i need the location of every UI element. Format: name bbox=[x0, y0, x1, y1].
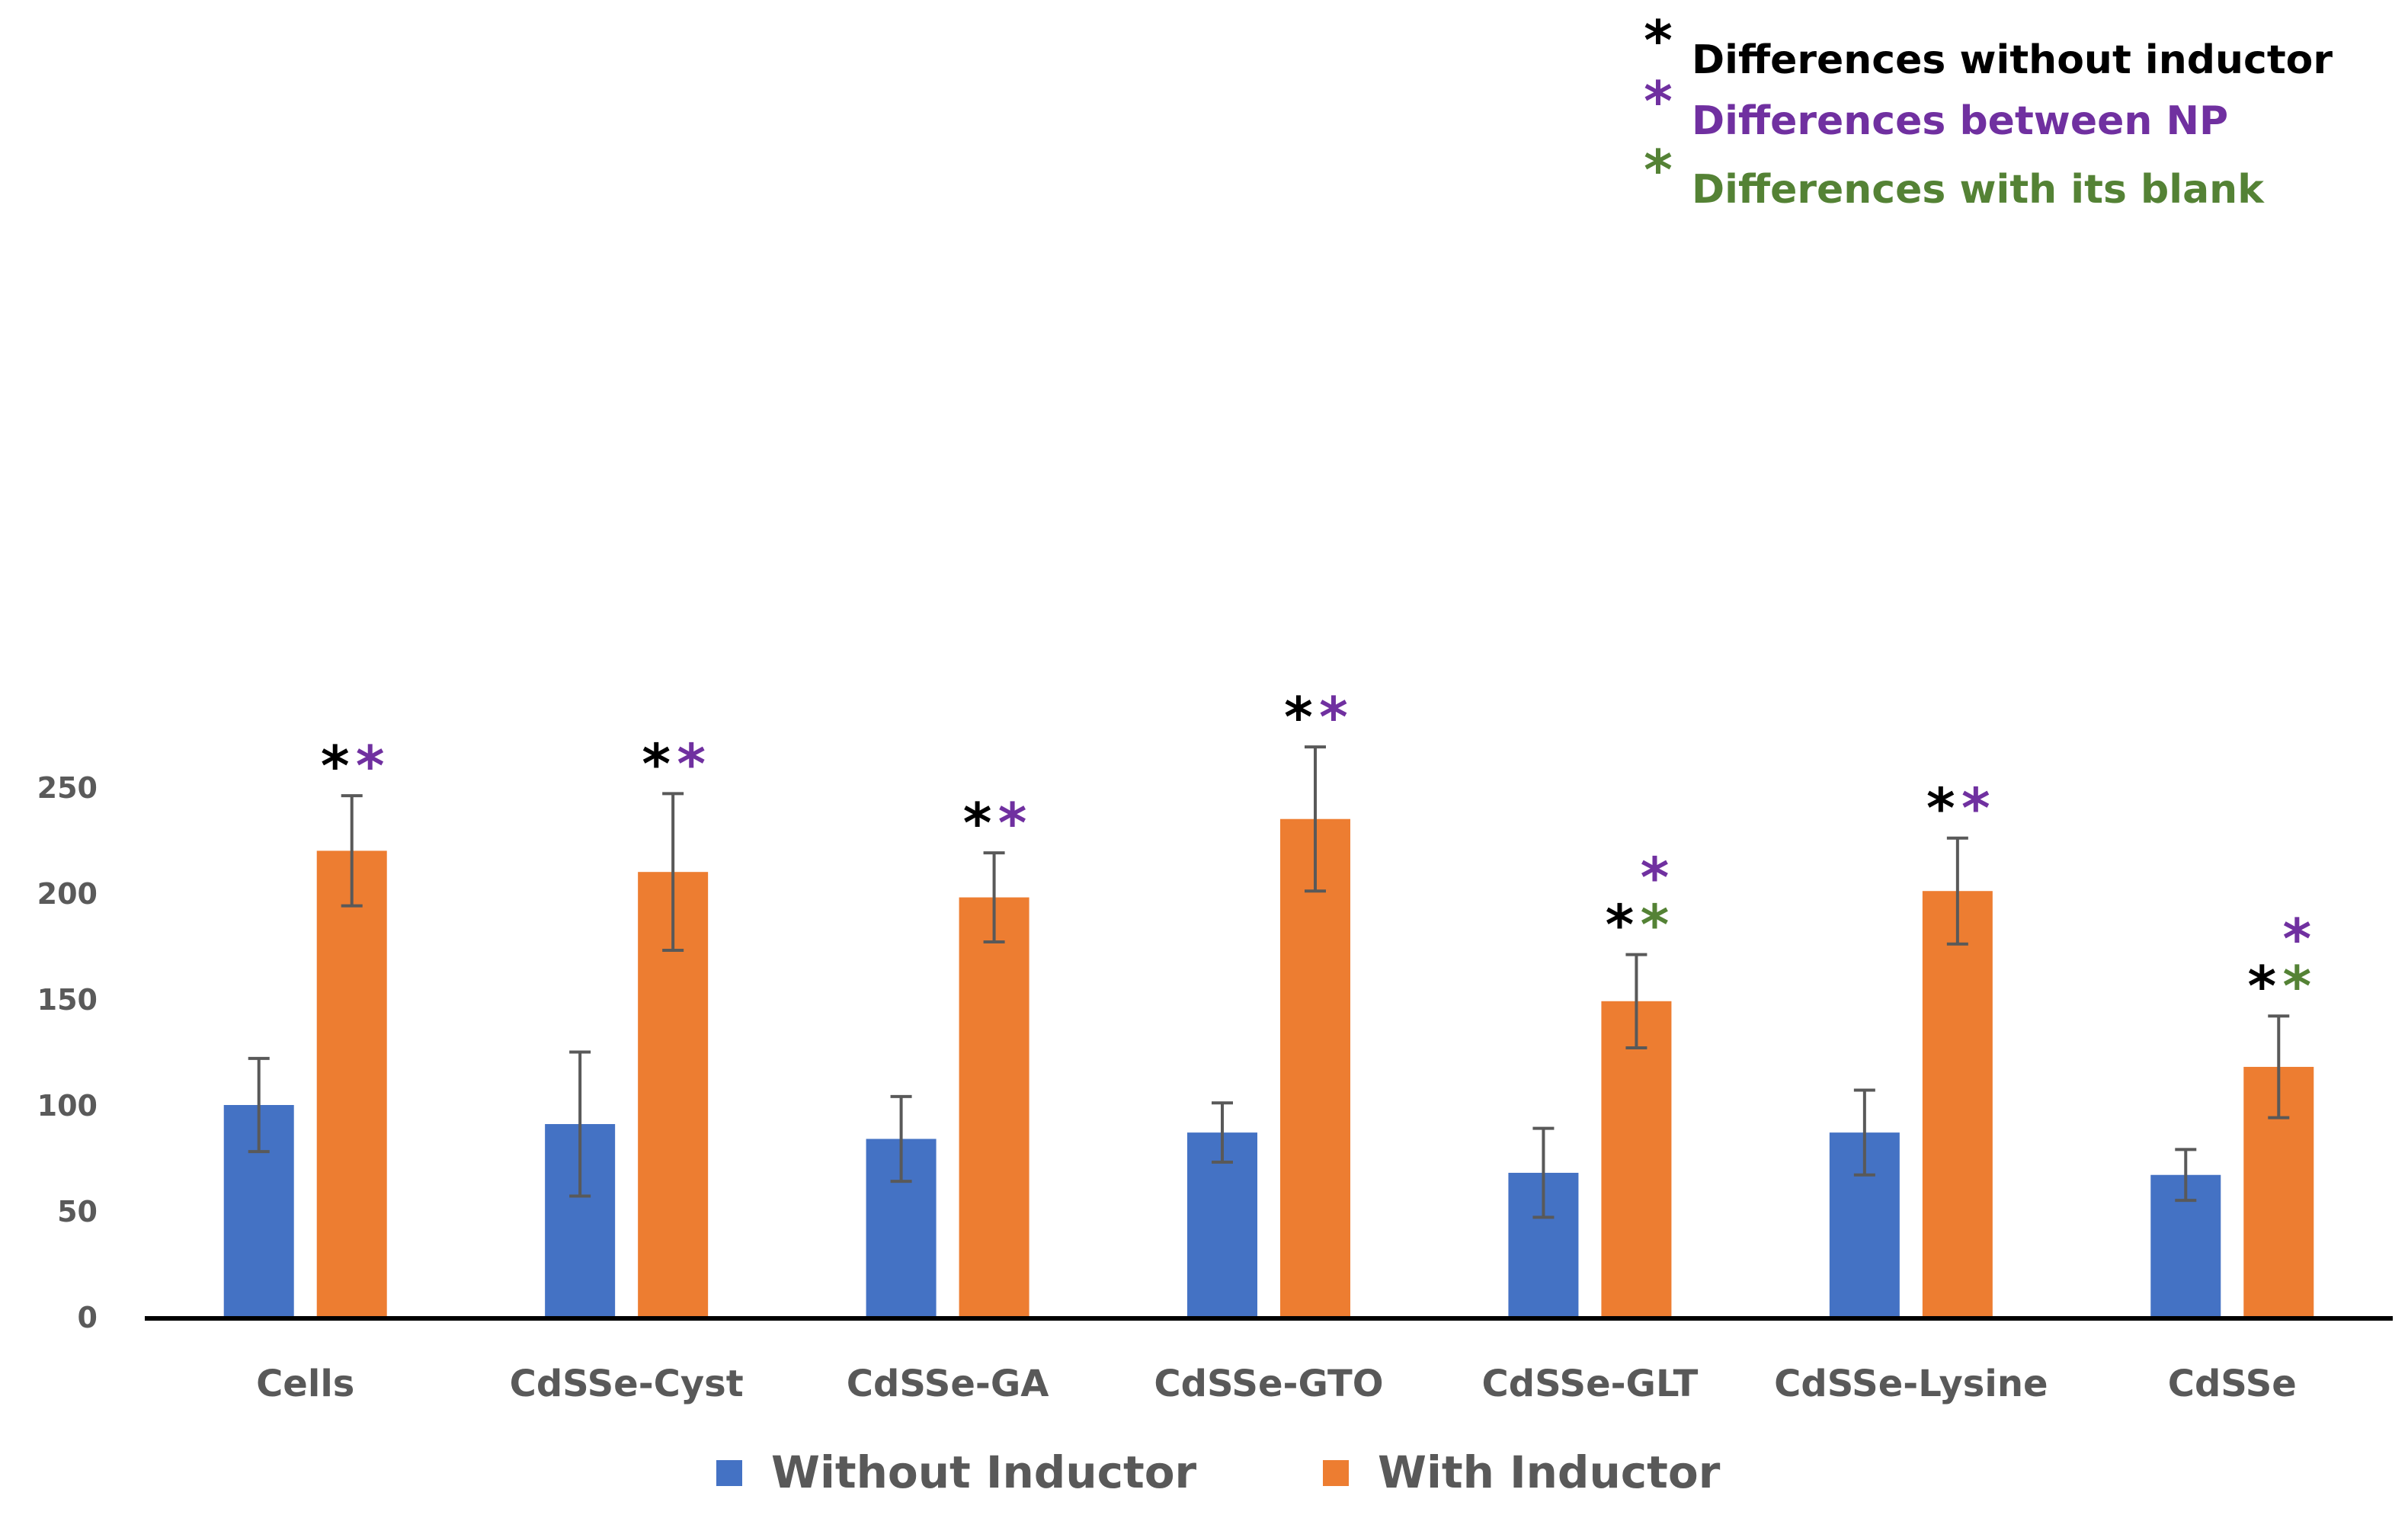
x-tick-label: CdSSe-Cyst bbox=[510, 1363, 744, 1405]
significance-star-black: * bbox=[642, 732, 671, 796]
significance-star-purple: * bbox=[356, 734, 385, 798]
significance-star-black: * bbox=[963, 791, 992, 855]
significance-legend-star: * bbox=[1644, 138, 1673, 202]
x-tick-label: Cells bbox=[256, 1363, 354, 1405]
legend-label: Without Inductor bbox=[771, 1446, 1197, 1498]
y-tick-label: 250 bbox=[37, 771, 98, 805]
y-axis-ticks: 0 50 100 150 200 250 bbox=[37, 771, 98, 1334]
significance-legend-star: * bbox=[1644, 69, 1673, 133]
y-tick-label: 50 bbox=[57, 1195, 98, 1228]
significance-star-purple: * bbox=[998, 791, 1027, 855]
bars bbox=[223, 818, 2314, 1317]
series-legend[interactable]: Without Inductor With Inductor bbox=[716, 1446, 1721, 1498]
bar-with-inductor bbox=[959, 897, 1029, 1317]
bar-with-inductor bbox=[1922, 891, 1993, 1317]
x-tick-label: CdSSe bbox=[2168, 1363, 2297, 1405]
error-bars bbox=[248, 745, 2290, 1219]
y-tick-label: 200 bbox=[37, 877, 98, 911]
significance-star-purple: * bbox=[2282, 907, 2311, 971]
bar-with-inductor bbox=[316, 850, 387, 1317]
significance-legend-label: Differences without inductor bbox=[1692, 37, 2333, 83]
significance-star-black: * bbox=[2247, 954, 2276, 1018]
legend-label: With Inductor bbox=[1378, 1446, 1721, 1498]
significance-star-green: * bbox=[1641, 893, 1670, 957]
bar-with-inductor bbox=[1601, 1001, 1672, 1317]
significance-star-black: * bbox=[1606, 893, 1635, 957]
significance-legend: * Differences without inductor * Difference… bbox=[1644, 8, 2333, 213]
x-tick-label: CdSSe-GTO bbox=[1154, 1363, 1383, 1405]
y-tick-label: 150 bbox=[37, 983, 98, 1017]
significance-star-black: * bbox=[321, 734, 350, 798]
y-tick-label: 100 bbox=[37, 1089, 98, 1123]
significance-star-purple: * bbox=[1641, 846, 1670, 910]
significance-star-green: * bbox=[2282, 954, 2311, 1018]
bar-with-inductor bbox=[1280, 818, 1350, 1317]
legend-swatch bbox=[1323, 1460, 1349, 1486]
significance-star-purple: * bbox=[677, 732, 706, 796]
significance-marks: * * * ** ** ** *** ** ** bbox=[321, 685, 2311, 1018]
significance-star-black: * bbox=[1926, 777, 1955, 841]
significance-star-black: * bbox=[1284, 685, 1313, 749]
x-tick-label: CdSSe-GA bbox=[847, 1363, 1049, 1405]
significance-legend-label: Differences between NP bbox=[1692, 98, 2228, 144]
y-tick-label: 0 bbox=[78, 1301, 98, 1334]
x-tick-label: CdSSe-Lysine bbox=[1774, 1363, 2048, 1405]
significance-star-purple: * bbox=[1319, 685, 1348, 749]
x-axis-labels: Cells CdSSe-Cyst CdSSe-GA CdSSe-GTO CdSSe-GL… bbox=[256, 1363, 2297, 1405]
significance-legend-label: Differences with its blank bbox=[1692, 167, 2265, 213]
legend-swatch bbox=[716, 1460, 742, 1486]
significance-legend-star: * bbox=[1644, 8, 1673, 72]
significance-star-purple: * bbox=[1961, 777, 1990, 841]
x-tick-label: CdSSe-GLT bbox=[1482, 1363, 1699, 1405]
